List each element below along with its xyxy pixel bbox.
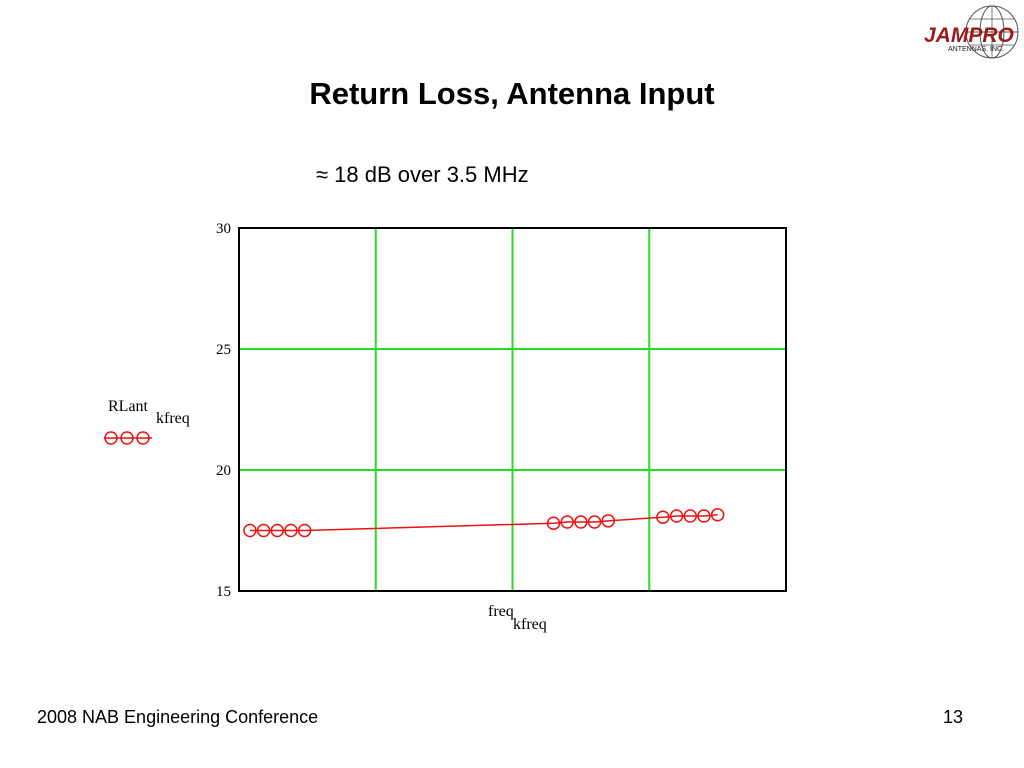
data-point [710,508,725,522]
logo-brand-text: JAMPRO [924,24,1014,47]
y-tick-label: 30 [216,221,231,237]
grid-layer [239,228,786,591]
legend-sample [104,431,152,445]
y-tick-label: 25 [216,342,231,358]
tick-layer: 30 25 20 15 [216,221,231,600]
data-point [683,509,698,523]
data-point [697,509,711,523]
y-tick-label: 15 [216,584,231,600]
data-point [256,523,271,538]
x-axis-label-sub: kfreq [513,616,547,633]
y-tick-label: 20 [216,463,231,479]
series-layer [243,508,725,538]
data-point [574,515,588,529]
slide-subtitle: ≈ 18 dB over 3.5 MHz [316,162,529,187]
data-point [243,523,257,538]
legend-marker [120,431,134,445]
page-number: 13 [943,707,964,727]
legend-marker [136,431,150,445]
footer-conference: 2008 NAB Engineering Conference [37,707,319,727]
data-point [284,523,298,538]
data-point [656,510,670,524]
plot-frame [238,227,787,592]
data-point [560,515,574,529]
data-point [546,516,561,530]
data-point [297,523,312,538]
y-axis-label: RLant [108,398,149,415]
slide-title: Return Loss, Antenna Input [309,76,715,111]
series-line [249,514,718,532]
x-axis-label: freq [488,603,514,620]
data-point [270,523,285,538]
data-point [669,509,684,523]
jampro-logo: JAMPRO ANTENNAS, INC. [924,5,1019,59]
y-axis-label-sub: kfreq [156,410,190,427]
legend-marker [104,431,118,445]
data-point [601,514,615,528]
logo-sub-text: ANTENNAS, INC. [948,46,1004,53]
data-point [587,515,602,529]
